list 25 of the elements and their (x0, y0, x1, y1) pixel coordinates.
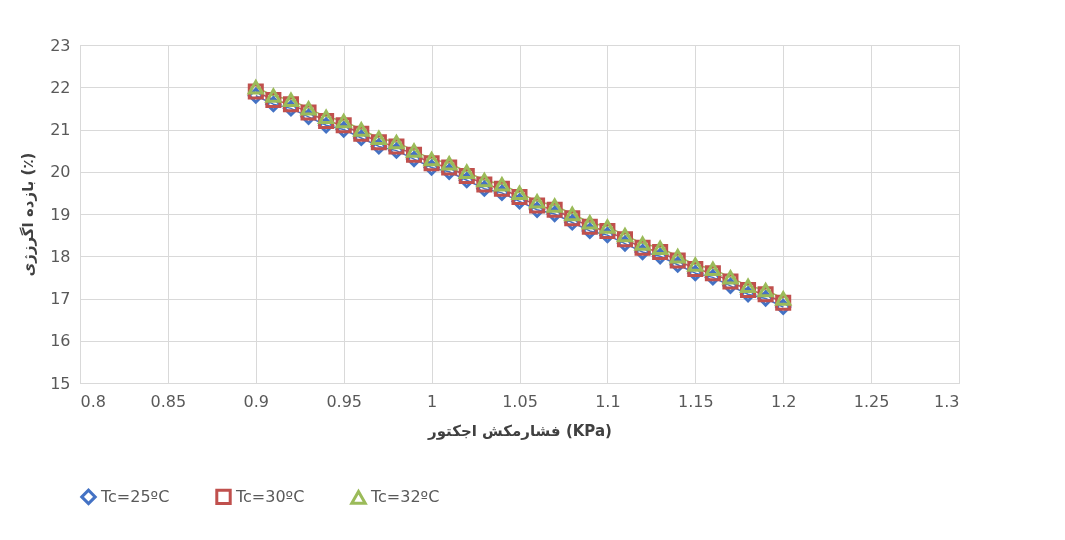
legend-label: Tc=25ºC (100, 486, 170, 506)
x-tick-label: 1.1 (595, 391, 621, 411)
y-tick-label: 21 (50, 120, 71, 139)
x-tick-label: 0.95 (326, 391, 363, 411)
legend-label: Tc=32ºC (370, 487, 440, 507)
y-tick-label: 22 (50, 77, 71, 97)
y-tick-label: 19 (50, 204, 71, 224)
x-tick-label: 0.85 (150, 391, 187, 411)
x-tick-label: 1.25 (853, 391, 890, 411)
x-tick-label: 1.05 (502, 391, 538, 411)
x-tick-label: 0.8 (80, 391, 106, 411)
y-tick-label: 18 (50, 246, 71, 266)
y-axis-title: بازده اگرزژی (٪) (19, 152, 38, 277)
x-tick-label: 1 (427, 391, 438, 411)
x-tick-label: 1.3 (934, 391, 960, 411)
y-tick-label: 15 (50, 373, 71, 393)
x-tick-label: 1.2 (770, 391, 797, 411)
y-tick-label: 17 (50, 289, 71, 308)
x-axis-title: فشارمکش اجکتور (KPa) (427, 421, 612, 440)
x-tick-label: 1.15 (677, 391, 714, 411)
y-tick-label: 16 (50, 331, 71, 351)
x-tick-label: 0.9 (243, 391, 270, 411)
legend-label: Tc=30ºC (235, 486, 305, 506)
y-tick-label: 23 (50, 35, 71, 55)
y-tick-label: 20 (50, 162, 71, 182)
